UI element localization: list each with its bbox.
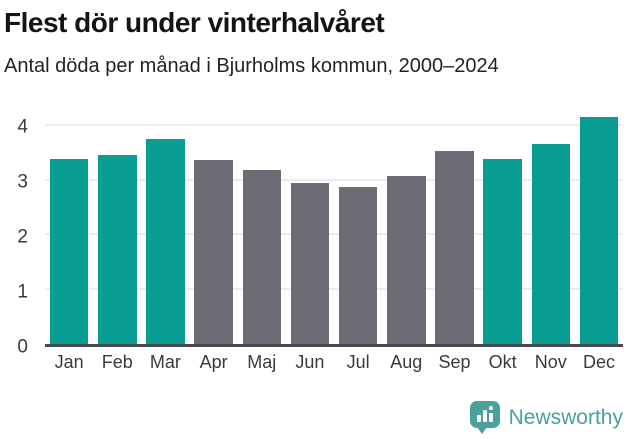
bar-slot-okt	[479, 110, 527, 344]
x-tick-label-mar: Mar	[149, 352, 181, 372]
x-tick-label-jun: Jun	[295, 352, 325, 372]
chart-title: Flest dör under vinterhalvåret	[4, 7, 385, 38]
y-tick-label-1: 1	[17, 281, 28, 303]
x-tick-label-okt: Okt	[488, 352, 517, 372]
logo-mini-bar	[488, 413, 493, 422]
x-tick-label-feb: Feb	[101, 352, 133, 372]
gridline-y3	[45, 178, 623, 181]
brand-name: Newsworthy	[508, 406, 623, 429]
x-tick-label-sep: Sep	[438, 352, 471, 372]
bar-slot-aug	[382, 110, 430, 344]
x-tick-label-aug: Aug	[390, 352, 423, 372]
x-tick-label-jan: Jan	[54, 352, 84, 372]
bar-apr	[194, 159, 233, 344]
logo-mini-bar	[476, 415, 481, 422]
bar-slot-apr	[190, 110, 238, 344]
y-tick-label-3: 3	[17, 171, 28, 193]
bar-slot-nov	[527, 110, 575, 344]
logo-exclamation-dot	[488, 406, 493, 410]
brand-footer: Newsworthy	[469, 401, 623, 435]
x-tick-label-jul: Jul	[346, 352, 370, 372]
bar-slot-feb	[93, 110, 141, 344]
x-tick-label-apr: Apr	[199, 352, 228, 372]
logo-mini-bar	[482, 410, 487, 422]
bar-jan	[49, 158, 89, 344]
gridline-y2	[45, 233, 623, 236]
logo-speech-bubble-tail	[476, 427, 487, 434]
y-tick-label-0: 0	[17, 336, 28, 358]
bar-dec	[579, 117, 619, 344]
y-axis: 0 1 2 3 4	[0, 110, 32, 356]
bar-slot-jun	[286, 110, 334, 344]
bar-slot-sep	[430, 110, 478, 344]
newsworthy-logo-icon	[469, 401, 500, 435]
y-tick-label-4: 4	[17, 116, 28, 138]
x-tick-label-dec: Dec	[582, 352, 615, 372]
x-tick-label-maj: Maj	[247, 352, 277, 372]
y-tick-label-2: 2	[17, 226, 28, 248]
bar-maj	[242, 169, 282, 344]
chart-subtitle: Antal döda per månad i Bjurholms kommun,…	[4, 54, 499, 77]
bar-slot-jan	[45, 110, 93, 344]
bar-slot-mar	[141, 110, 189, 344]
bar-aug	[387, 176, 426, 344]
bar-sep	[435, 150, 474, 344]
bar-mar	[146, 139, 185, 344]
x-tick-label-nov: Nov	[534, 352, 567, 372]
bar-jul	[338, 187, 378, 344]
bar-nov	[531, 144, 571, 344]
gridline-y1	[45, 287, 623, 290]
bar-series	[45, 110, 623, 344]
plot-area	[45, 110, 623, 347]
chart-header: Flest dör under vinterhalvåret Antal död…	[0, 0, 631, 78]
bar-slot-maj	[238, 110, 286, 344]
bar-feb	[97, 155, 137, 344]
bar-okt	[483, 158, 522, 344]
bar-slot-dec	[575, 110, 623, 344]
gridline-y4	[45, 124, 623, 127]
x-axis: Jan Feb Mar Apr Maj Jun Jul Aug Sep Okt Nov Dec	[45, 352, 623, 373]
bar-slot-jul	[334, 110, 382, 344]
bar-jun	[290, 182, 330, 344]
